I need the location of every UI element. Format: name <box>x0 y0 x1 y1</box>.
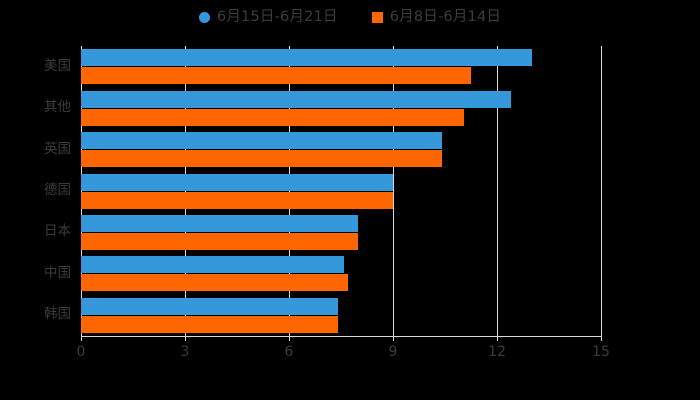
x-axis-tick-labels: 0 3 6 9 12 15 <box>0 336 700 366</box>
gridline-x-12 <box>497 46 498 336</box>
chart-legend: 6月15日-6月21日 6月8日-6月14日 <box>0 6 700 28</box>
x-axis-tick-mark <box>81 336 82 341</box>
x-axis-tick-label: 6 <box>284 344 294 360</box>
bar[interactable] <box>81 274 348 292</box>
y-axis-tick-label: 其他 <box>44 99 71 116</box>
bar-group <box>81 132 601 168</box>
bar[interactable] <box>81 90 511 108</box>
bar-group <box>81 214 601 250</box>
y-axis-tick-label: 德国 <box>44 182 71 198</box>
x-axis-tick-label: 0 <box>76 344 86 360</box>
x-axis-tick-mark <box>393 336 394 341</box>
gridline-x-0 <box>81 46 82 336</box>
plot-area <box>81 46 602 336</box>
circle-marker-icon <box>198 11 210 23</box>
bar[interactable] <box>81 150 442 168</box>
bar[interactable] <box>81 173 393 191</box>
y-axis-tick-label: 美国 <box>44 57 71 74</box>
y-axis-tick-label: 日本 <box>44 223 71 240</box>
x-axis-tick-label: 3 <box>180 344 190 360</box>
bar[interactable] <box>81 132 442 150</box>
x-axis-tick-label: 9 <box>388 344 398 360</box>
bar[interactable] <box>81 191 393 209</box>
bar[interactable] <box>81 232 359 250</box>
y-axis-tick-label: 英国 <box>44 140 71 157</box>
gridline-x-6 <box>289 46 290 336</box>
bar[interactable] <box>81 67 471 85</box>
bar-group <box>81 173 601 209</box>
y-axis-tick-label: 韩国 <box>44 306 71 323</box>
bar-group <box>81 90 601 126</box>
legend-item-series-1[interactable]: 6月15日-6月21日 <box>198 8 338 25</box>
gridline-x-9 <box>393 46 394 336</box>
bar-group <box>81 256 601 292</box>
square-marker-icon <box>371 11 383 23</box>
x-axis-tick-mark <box>497 336 498 341</box>
bar[interactable] <box>81 108 465 126</box>
legend-item-series-2[interactable]: 6月8日-6月14日 <box>371 8 502 25</box>
legend-label-series-2: 6月8日-6月14日 <box>389 8 502 25</box>
x-axis-tick-mark <box>601 336 602 341</box>
bar[interactable] <box>81 214 359 232</box>
bar[interactable] <box>81 49 532 67</box>
bar-group <box>81 49 601 85</box>
x-axis-tick-label: 15 <box>592 344 610 360</box>
x-axis-tick-label: 12 <box>488 344 506 360</box>
gridline-x-3 <box>185 46 186 336</box>
x-axis-line <box>81 336 602 337</box>
bar[interactable] <box>81 315 338 333</box>
y-axis-tick-labels: 美国其他英国德国日本中国韩国 <box>0 46 71 336</box>
gridline-x-15 <box>601 46 602 336</box>
legend-label-series-1: 6月15日-6月21日 <box>216 8 338 25</box>
x-axis-tick-mark <box>185 336 186 341</box>
y-axis-tick-label: 中国 <box>44 264 71 281</box>
bar-group <box>81 297 601 333</box>
bar[interactable] <box>81 256 345 274</box>
bar[interactable] <box>81 297 338 315</box>
x-axis-tick-mark <box>289 336 290 341</box>
